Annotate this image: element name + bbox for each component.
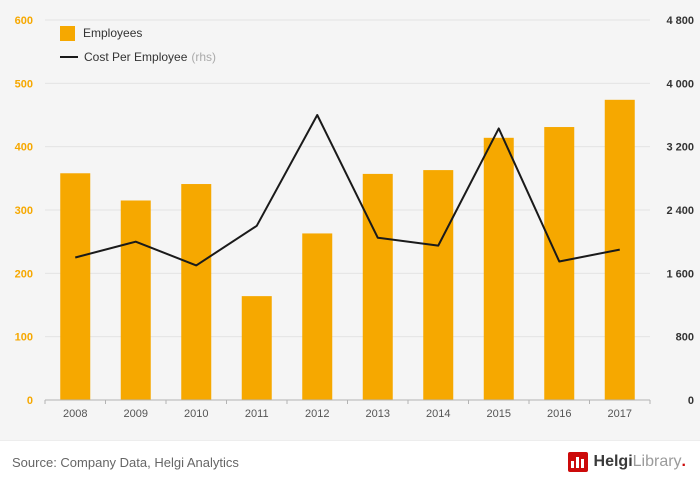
right-axis-label: 3 200: [666, 142, 694, 154]
x-label-2009: 2009: [124, 408, 148, 420]
bar-2012: [302, 233, 333, 400]
legend-item-employees: Employees: [60, 24, 216, 42]
bar-2014: [423, 170, 454, 400]
brand-library: Library: [632, 453, 682, 470]
bar-2010: [181, 184, 212, 400]
bar-2013: [362, 173, 393, 400]
x-label-2010: 2010: [184, 408, 208, 420]
right-axis-label: 4 800: [666, 15, 694, 27]
right-axis-label: 4 000: [666, 78, 694, 90]
brand-helgi: Helgi: [593, 453, 633, 470]
x-label-2014: 2014: [426, 408, 450, 420]
x-label-2011: 2011: [245, 408, 269, 420]
right-axis-label: 1 600: [666, 268, 694, 280]
bar-2008: [60, 173, 91, 400]
left-axis-label: 600: [15, 15, 33, 27]
plot-background: [0, 0, 700, 440]
helgi-building-icon: [567, 452, 588, 472]
right-axis-label: 0: [688, 395, 694, 407]
x-label-2015: 2015: [487, 408, 511, 420]
legend-label-employees: Employees: [83, 26, 143, 40]
brand-wordmark: HelgiLibrary.: [594, 453, 686, 471]
legend-label-cost: Cost Per Employee: [84, 50, 188, 64]
bar-2011: [241, 296, 272, 400]
legend-rhs-suffix: (rhs): [191, 50, 217, 64]
left-axis-label: 0: [27, 395, 33, 407]
x-label-2008: 2008: [63, 408, 87, 420]
left-axis-label: 100: [15, 332, 33, 344]
x-label-2017: 2017: [608, 408, 632, 420]
footer: Source: Company Data, Helgi Analytics He…: [0, 440, 700, 483]
right-axis-label: 2 400: [666, 205, 694, 217]
employees-cost-chart: 0 0 100 800 200 1 600 300 2 400 400 3 200 500 4 000…: [0, 0, 700, 440]
x-label-2012: 2012: [305, 408, 329, 420]
cost-per-employee-line: [74, 114, 620, 267]
chart-area: 0 0 100 800 200 1 600 300 2 400 400 3 200 500 4 000…: [0, 0, 700, 440]
employees-swatch-icon: [60, 25, 75, 41]
left-axis-label: 500: [15, 78, 33, 90]
bar-2016: [544, 127, 575, 401]
helgi-library-logo: HelgiLibrary.: [567, 452, 686, 472]
x-label-2016: 2016: [547, 408, 571, 420]
x-label-2013: 2013: [366, 408, 390, 420]
brand-dot: .: [681, 453, 686, 470]
bar-2009: [120, 200, 151, 400]
left-axis-label: 300: [15, 205, 33, 217]
right-axis-label: 800: [676, 332, 694, 344]
legend-item-cost: Cost Per Employee (rhs): [60, 48, 216, 66]
left-axis-label: 400: [15, 142, 33, 154]
chart-legend: Employees Cost Per Employee (rhs): [60, 24, 216, 72]
left-axis-label: 200: [15, 268, 33, 280]
bar-2015: [483, 137, 514, 401]
cost-line-icon: [60, 56, 78, 58]
source-text: Source: Company Data, Helgi Analytics: [12, 454, 239, 470]
